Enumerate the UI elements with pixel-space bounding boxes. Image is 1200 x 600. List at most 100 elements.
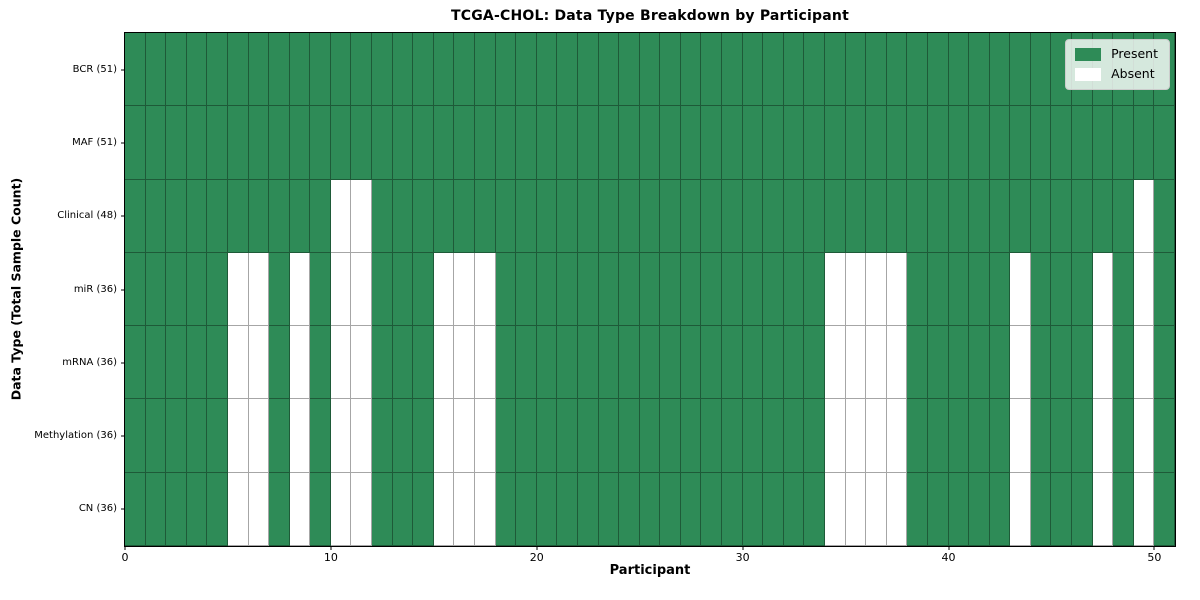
x-tick-label: 40 — [941, 551, 956, 564]
heatmap-cell — [269, 252, 290, 327]
heatmap-cell — [598, 33, 620, 107]
heatmap-cell — [1113, 106, 1134, 180]
heatmap-cell — [1113, 326, 1134, 400]
y-tick-mark — [121, 142, 125, 144]
heatmap-cell — [248, 252, 270, 327]
heatmap-cell — [516, 179, 537, 253]
heatmap-cell — [1154, 252, 1175, 327]
heatmap-cell — [310, 399, 331, 473]
y-tick-label: Methylation (36) — [34, 430, 117, 442]
heatmap-cell — [1133, 472, 1155, 546]
heatmap-cell — [680, 326, 702, 400]
heatmap-cell — [269, 106, 290, 180]
heatmap-cell — [289, 472, 311, 546]
heatmap-cell — [475, 399, 496, 473]
heatmap-cell — [145, 399, 167, 473]
heatmap-cell — [536, 326, 558, 400]
heatmap-cell — [1154, 472, 1175, 546]
heatmap-cell — [536, 399, 558, 473]
heatmap-cell — [783, 326, 805, 400]
x-tick-mark — [948, 546, 950, 550]
heatmap-cell — [927, 106, 949, 180]
heatmap-cell — [804, 326, 825, 400]
heatmap-cell — [577, 472, 599, 546]
heatmap-cell — [763, 472, 784, 546]
heatmap-cell — [227, 326, 249, 400]
heatmap-cell — [763, 106, 784, 180]
heatmap-cell — [248, 179, 270, 253]
heatmap-cell — [207, 252, 228, 327]
heatmap-cell — [907, 326, 928, 400]
heatmap-cell — [536, 179, 558, 253]
heatmap-cell — [536, 252, 558, 327]
heatmap-cell — [639, 179, 661, 253]
heatmap-cell — [330, 252, 352, 327]
heatmap-cell — [866, 252, 887, 327]
heatmap-cell — [722, 33, 743, 107]
heatmap-cell — [969, 252, 990, 327]
heatmap-cell — [598, 252, 620, 327]
legend-label: Present — [1111, 46, 1158, 62]
heatmap-cell — [1133, 399, 1155, 473]
heatmap-cell — [845, 326, 867, 400]
x-tick-mark — [742, 546, 744, 550]
absent-swatch — [1075, 68, 1102, 81]
heatmap-cell — [825, 399, 846, 473]
heatmap-cell — [475, 472, 496, 546]
heatmap-cell — [1133, 106, 1155, 180]
heatmap-cell — [619, 179, 640, 253]
y-tick-label: miR (36) — [73, 283, 117, 295]
heatmap-cell — [413, 33, 434, 107]
heatmap-cell — [886, 252, 908, 327]
heatmap-cell — [680, 33, 702, 107]
heatmap-cell — [145, 472, 167, 546]
heatmap-cell — [495, 326, 517, 400]
y-tick-label: BCR (51) — [72, 63, 117, 75]
heatmap-cell — [495, 399, 517, 473]
heatmap-cell — [1154, 326, 1175, 400]
heatmap-cell — [804, 252, 825, 327]
y-tick-mark — [121, 215, 125, 217]
heatmap-cell — [392, 472, 414, 546]
legend-item-absent: Absent — [1075, 68, 1158, 81]
heatmap-cell — [619, 252, 640, 327]
heatmap-cell — [475, 33, 496, 107]
x-tick-label: 10 — [323, 551, 338, 564]
heatmap-cell — [413, 252, 434, 327]
heatmap-cell — [289, 106, 311, 180]
heatmap-cell — [454, 33, 475, 107]
heatmap-cell — [495, 106, 517, 180]
heatmap-cell — [1051, 399, 1073, 473]
heatmap-cell — [969, 399, 990, 473]
heatmap-cell — [886, 179, 908, 253]
heatmap-cell — [166, 33, 187, 107]
heatmap-cell — [248, 106, 270, 180]
heatmap-cell — [1010, 472, 1031, 546]
heatmap-cell — [186, 399, 208, 473]
heatmap-cell — [186, 33, 208, 107]
heatmap-cell — [825, 472, 846, 546]
heatmap-cell — [701, 252, 723, 327]
plot-area: Present Absent 0 10 20 30 40 50 BCR (51) MAF (5… — [34, 32, 1176, 563]
heatmap-cell — [1072, 179, 1093, 253]
heatmap-cell — [639, 252, 661, 327]
heatmap-cell — [577, 399, 599, 473]
x-tick-mark — [1153, 546, 1155, 550]
heatmap-cell — [639, 472, 661, 546]
heatmap-cell — [372, 106, 393, 180]
heatmap-cell — [701, 106, 723, 180]
heatmap-cell — [227, 33, 249, 107]
heatmap-cell — [577, 252, 599, 327]
heatmap-cell — [1010, 33, 1031, 107]
heatmap-cell — [1113, 399, 1134, 473]
heatmap-cell — [454, 326, 475, 400]
heatmap-cell — [804, 472, 825, 546]
heatmap-cell — [310, 33, 331, 107]
heatmap-cell — [557, 179, 578, 253]
heatmap-cell — [1030, 179, 1052, 253]
heatmap-cell — [680, 106, 702, 180]
heatmap-cell — [763, 326, 784, 400]
heatmap-cell — [1092, 252, 1114, 327]
heatmap-cell — [598, 399, 620, 473]
heatmap-cell — [207, 472, 228, 546]
